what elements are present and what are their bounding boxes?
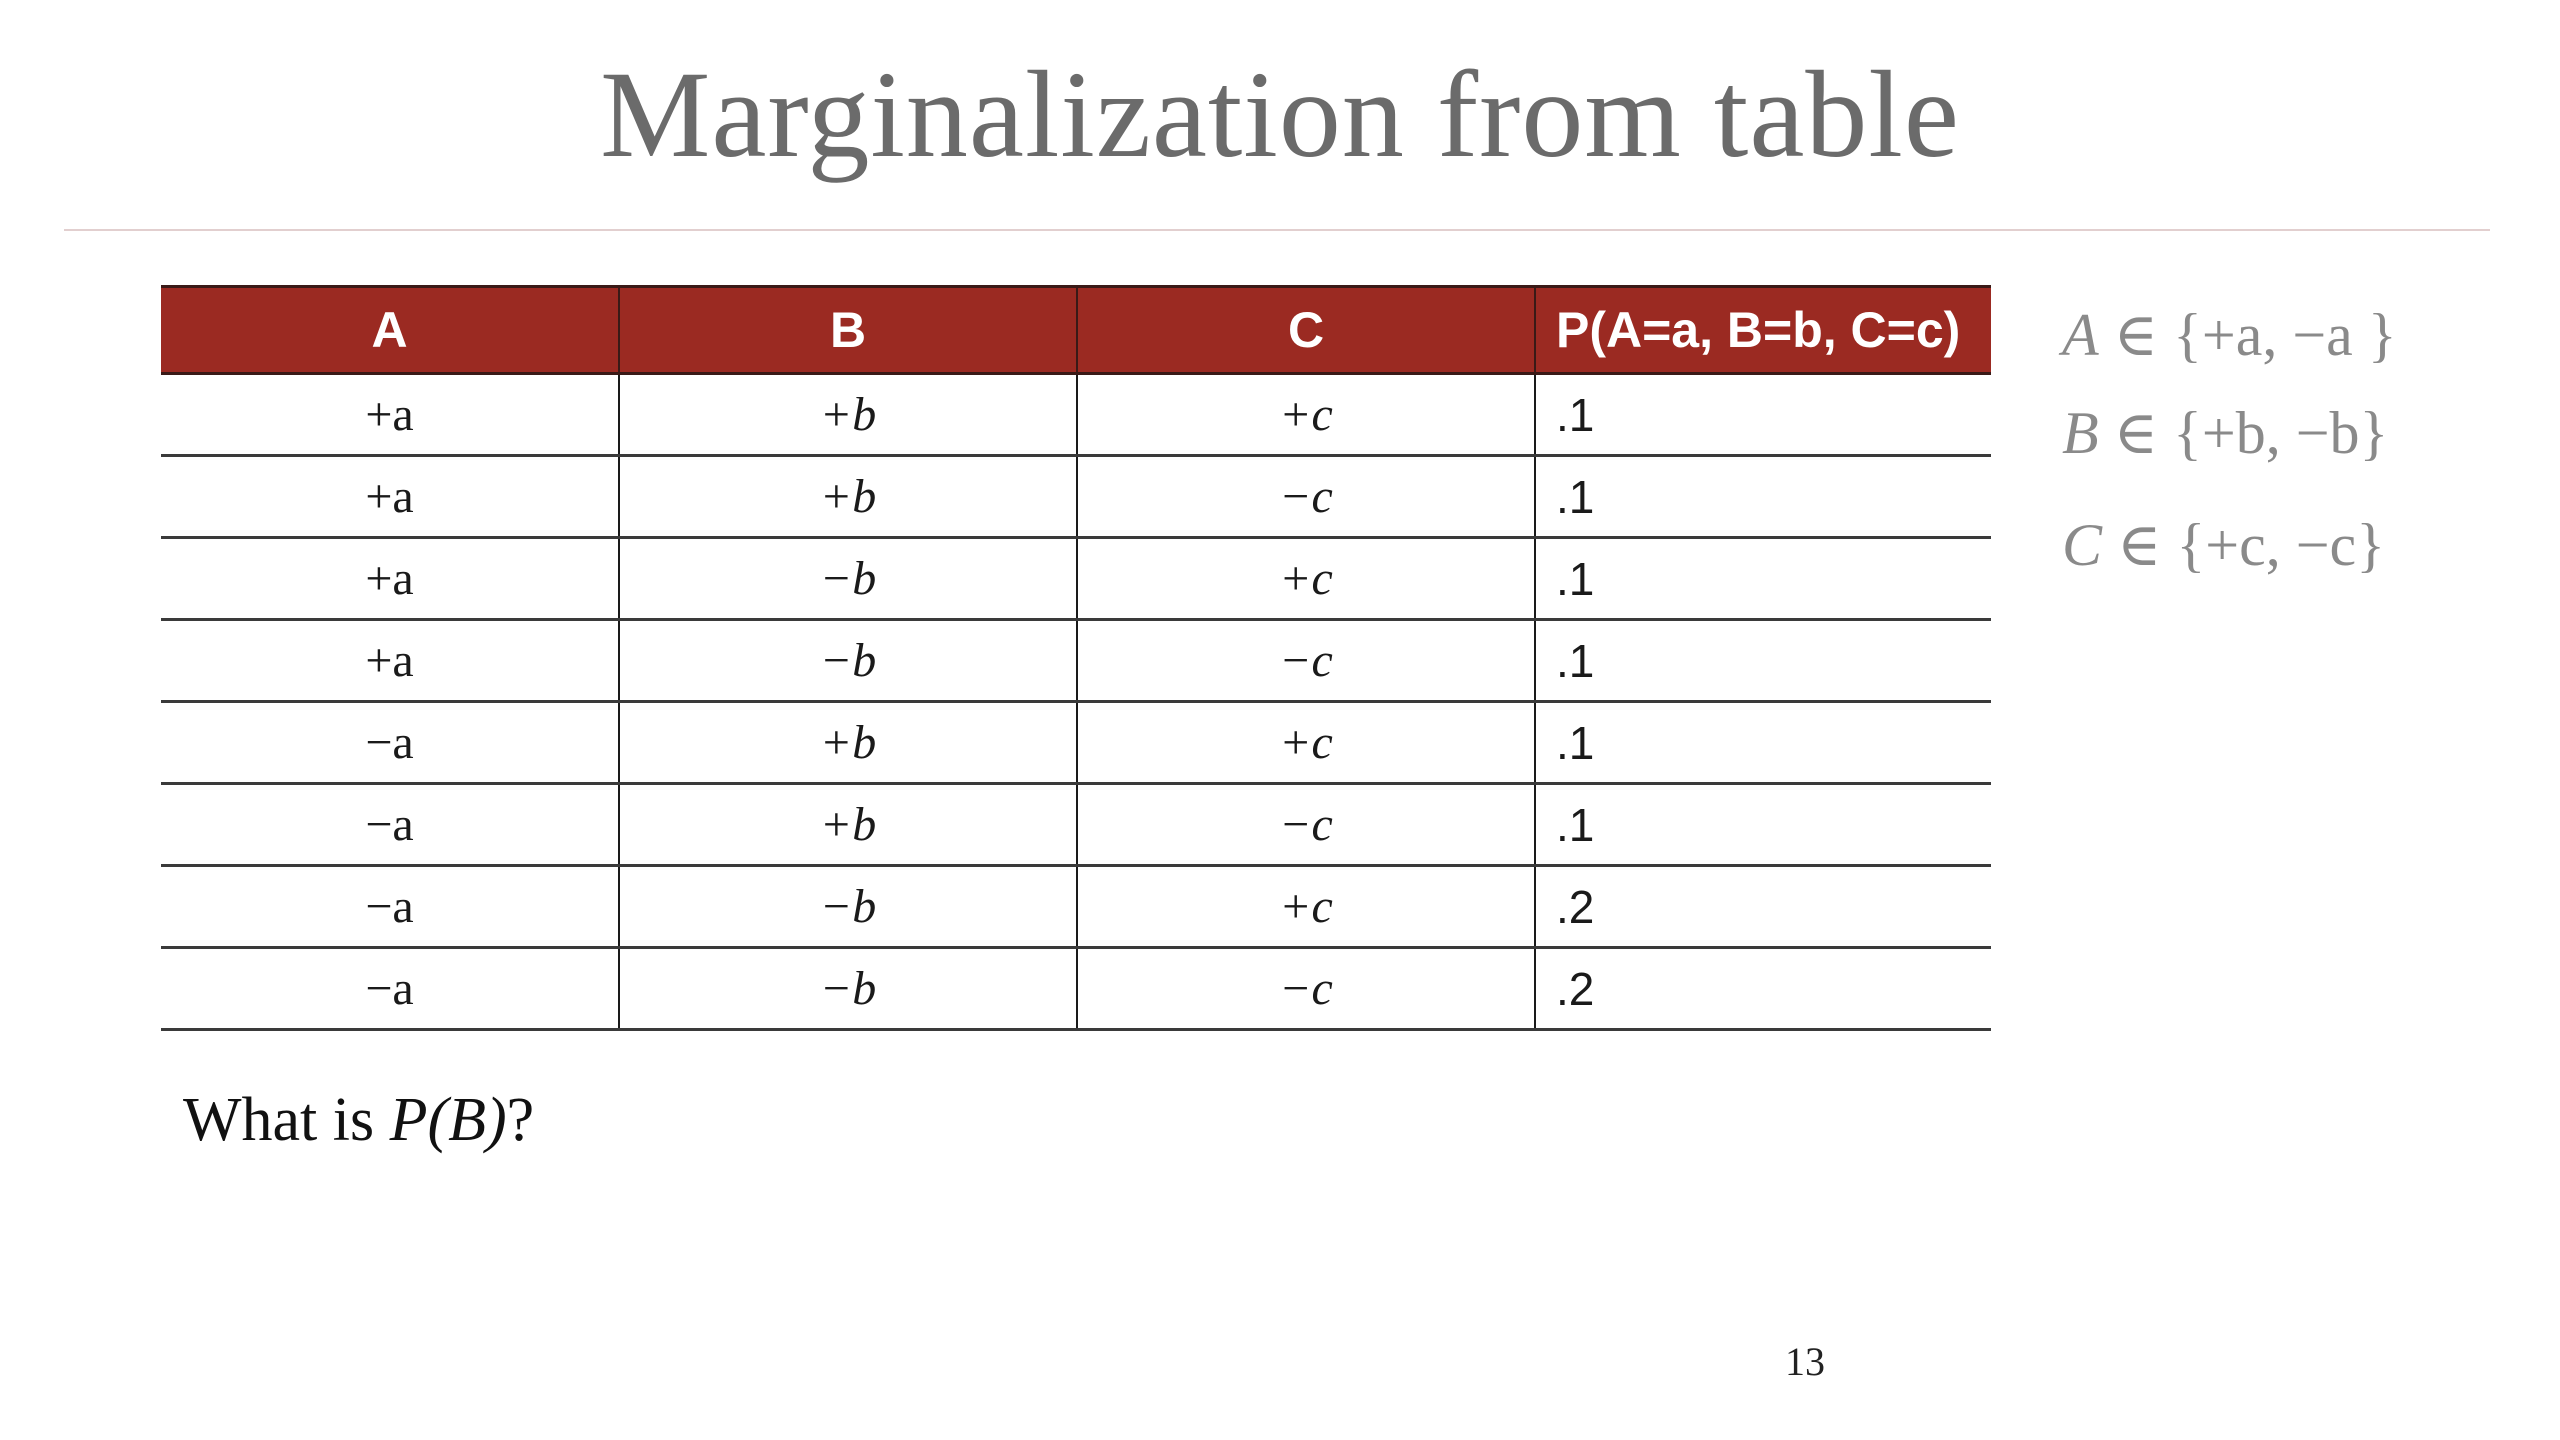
cell-a: +a <box>161 373 619 457</box>
cell-b: +b <box>618 783 1077 867</box>
cell-a: −a <box>161 865 619 949</box>
header-probability: P(A=a, B=b, C=c) <box>1534 285 1991 375</box>
domain-relation: ∈ <box>2098 400 2174 466</box>
table-row: −a −b +c .2 <box>161 865 1991 949</box>
cell-c: −c <box>1076 455 1535 539</box>
cell-b: −b <box>618 619 1077 703</box>
slide-title: Marginalization from table <box>600 46 1960 183</box>
cell-c: −c <box>1076 619 1535 703</box>
table-row: −a +b −c .1 <box>161 783 1991 867</box>
domain-b: B ∈ {+b, −b} <box>2062 398 2388 468</box>
cell-a: −a <box>161 701 619 785</box>
cell-c: +c <box>1076 701 1535 785</box>
table-row: +a −b +c .1 <box>161 537 1991 621</box>
cell-b: −b <box>618 537 1077 621</box>
table-row: +a −b −c .1 <box>161 619 1991 703</box>
cell-c: +c <box>1076 373 1535 457</box>
cell-c: +c <box>1076 865 1535 949</box>
cell-probability: .1 <box>1534 783 1991 867</box>
cell-c: −c <box>1076 947 1535 1031</box>
domain-set: {+a, −a } <box>2173 302 2397 368</box>
question-math: P(B) <box>389 1086 507 1154</box>
domain-relation: ∈ <box>2098 302 2174 368</box>
domain-var: C <box>2062 512 2103 578</box>
cell-a: +a <box>161 619 619 703</box>
question-text: What is P(B)? <box>183 1085 534 1156</box>
cell-a: +a <box>161 537 619 621</box>
domain-a: A ∈ {+a, −a } <box>2062 300 2397 370</box>
domain-set: {+c, −c} <box>2176 512 2385 578</box>
cell-probability: .2 <box>1534 947 1991 1031</box>
joint-probability-table: A B C P(A=a, B=b, C=c) +a +b +c .1 +a +b… <box>161 285 1991 1031</box>
cell-probability: .1 <box>1534 537 1991 621</box>
header-b: B <box>618 285 1077 375</box>
cell-c: +c <box>1076 537 1535 621</box>
cell-probability: .1 <box>1534 619 1991 703</box>
domain-c: C ∈ {+c, −c} <box>2062 510 2385 580</box>
cell-probability: .2 <box>1534 865 1991 949</box>
table-row: −a +b +c .1 <box>161 701 1991 785</box>
table-row: +a +b −c .1 <box>161 455 1991 539</box>
table-row: +a +b +c .1 <box>161 373 1991 457</box>
cell-b: +b <box>618 701 1077 785</box>
cell-probability: .1 <box>1534 455 1991 539</box>
cell-b: −b <box>618 865 1077 949</box>
table-header-row: A B C P(A=a, B=b, C=c) <box>161 285 1991 375</box>
domain-relation: ∈ <box>2102 512 2177 578</box>
cell-b: +b <box>618 455 1077 539</box>
table-row: −a −b −c .2 <box>161 947 1991 1031</box>
cell-probability: .1 <box>1534 373 1991 457</box>
question-suffix: ? <box>506 1086 535 1154</box>
domain-var: B <box>2062 400 2099 466</box>
domain-var: A <box>2062 302 2099 368</box>
cell-a: −a <box>161 947 619 1031</box>
page-number: 13 <box>1785 1339 1825 1384</box>
cell-b: +b <box>618 373 1077 457</box>
cell-a: +a <box>161 455 619 539</box>
cell-b: −b <box>618 947 1077 1031</box>
question-prefix: What is <box>183 1086 390 1154</box>
header-a: A <box>161 285 619 375</box>
cell-a: −a <box>161 783 619 867</box>
cell-c: −c <box>1076 783 1535 867</box>
header-c: C <box>1076 285 1535 375</box>
cell-probability: .1 <box>1534 701 1991 785</box>
title-divider <box>64 229 2490 231</box>
domain-set: {+b, −b} <box>2173 400 2389 466</box>
